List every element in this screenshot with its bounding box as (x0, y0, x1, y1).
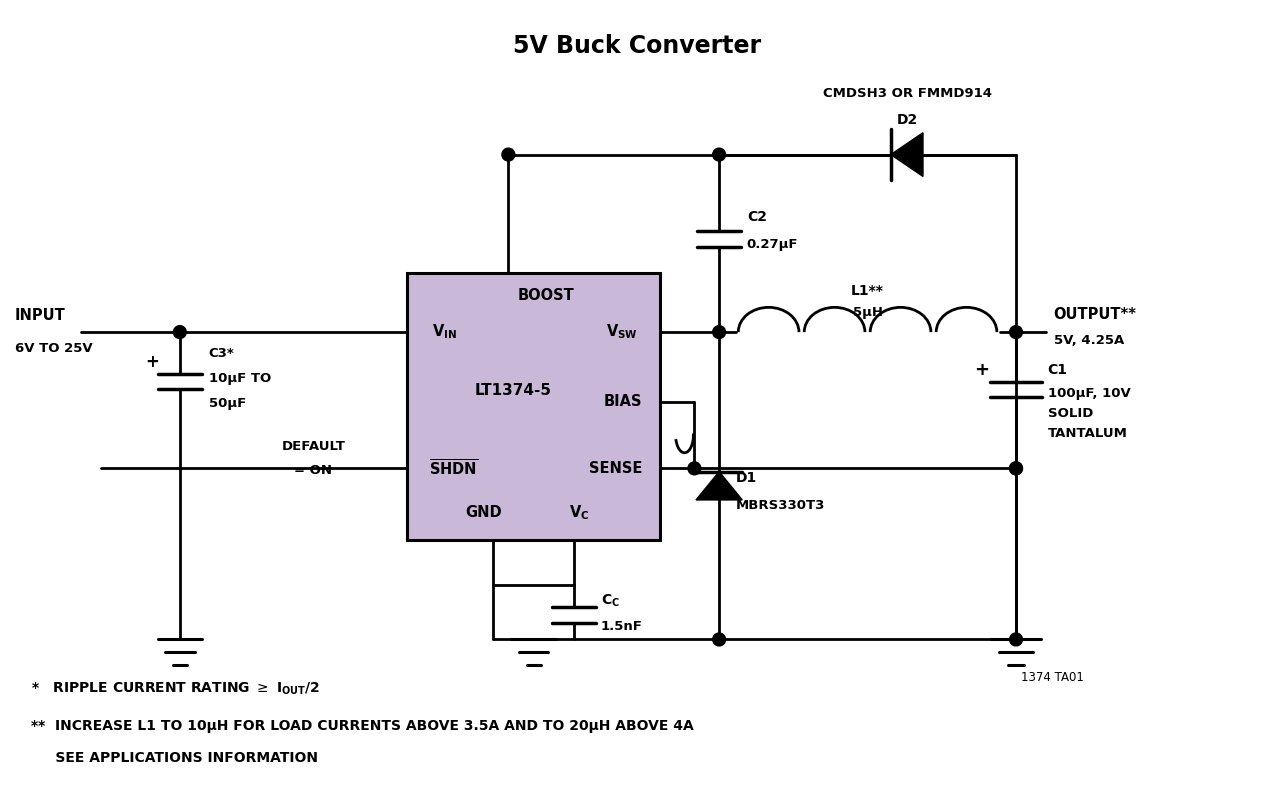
Text: SENSE: SENSE (589, 461, 641, 476)
Text: SEE APPLICATIONS INFORMATION: SEE APPLICATIONS INFORMATION (32, 752, 319, 765)
Text: $\overline{\mathregular{SHDN}}$: $\overline{\mathregular{SHDN}}$ (430, 458, 478, 478)
Text: 0.27μF: 0.27μF (747, 238, 798, 251)
Text: 10μF TO: 10μF TO (209, 372, 270, 385)
Text: V$_{\mathregular{C}}$: V$_{\mathregular{C}}$ (569, 504, 589, 522)
Text: V$_{\mathregular{SW}}$: V$_{\mathregular{SW}}$ (606, 323, 638, 341)
Text: **  INCREASE L1 TO 10μH FOR LOAD CURRENTS ABOVE 3.5A AND TO 20μH ABOVE 4A: ** INCREASE L1 TO 10μH FOR LOAD CURRENTS… (32, 719, 694, 732)
Text: 6V TO 25V: 6V TO 25V (14, 343, 92, 355)
Text: D2: D2 (896, 113, 918, 127)
Text: +: + (974, 361, 989, 379)
Text: 5V Buck Converter: 5V Buck Converter (514, 33, 761, 57)
Circle shape (713, 633, 725, 646)
Circle shape (1010, 633, 1023, 646)
Polygon shape (891, 133, 923, 176)
Text: TANTALUM: TANTALUM (1048, 426, 1127, 439)
Text: 100μF, 10V: 100μF, 10V (1048, 387, 1131, 400)
Text: MBRS330T3: MBRS330T3 (736, 499, 825, 512)
Text: LT1374-5: LT1374-5 (474, 383, 552, 398)
Text: D1: D1 (736, 471, 757, 485)
Text: +: + (145, 353, 159, 371)
Circle shape (713, 326, 725, 339)
Text: 5V, 4.25A: 5V, 4.25A (1053, 333, 1123, 347)
Text: C$_{\mathregular{C}}$: C$_{\mathregular{C}}$ (601, 593, 620, 609)
Text: 50μF: 50μF (209, 397, 246, 410)
Circle shape (1010, 462, 1023, 475)
Text: DEFAULT: DEFAULT (282, 440, 346, 453)
Text: GND: GND (465, 505, 501, 520)
Circle shape (688, 462, 701, 475)
Text: V$_{\mathregular{IN}}$: V$_{\mathregular{IN}}$ (432, 323, 458, 341)
Circle shape (1010, 462, 1023, 475)
Circle shape (502, 148, 515, 161)
Text: BIAS: BIAS (603, 394, 641, 409)
Circle shape (173, 326, 186, 339)
Text: 5μH: 5μH (853, 306, 882, 319)
Text: 1374 TA01: 1374 TA01 (1021, 670, 1084, 684)
Polygon shape (696, 472, 742, 500)
Text: 1.5nF: 1.5nF (601, 620, 643, 633)
Text: CMDSH3 OR FMMD914: CMDSH3 OR FMMD914 (822, 87, 992, 100)
Text: = ON: = ON (295, 464, 333, 477)
Text: BOOST: BOOST (518, 288, 575, 303)
Text: C2: C2 (747, 210, 766, 224)
Bar (408, 273, 659, 540)
Text: INPUT: INPUT (14, 308, 65, 323)
Circle shape (713, 148, 725, 161)
Circle shape (1010, 326, 1023, 339)
Text: C3*: C3* (209, 347, 235, 360)
Text: C1: C1 (1048, 363, 1067, 377)
Text: SOLID: SOLID (1048, 406, 1093, 420)
Text: *   RIPPLE CURRENT RATING $\geq$ I$_{\mathregular{OUT}}$/2: * RIPPLE CURRENT RATING $\geq$ I$_{\math… (32, 681, 320, 697)
Text: L1**: L1** (852, 284, 884, 297)
Text: OUTPUT**: OUTPUT** (1053, 307, 1136, 322)
